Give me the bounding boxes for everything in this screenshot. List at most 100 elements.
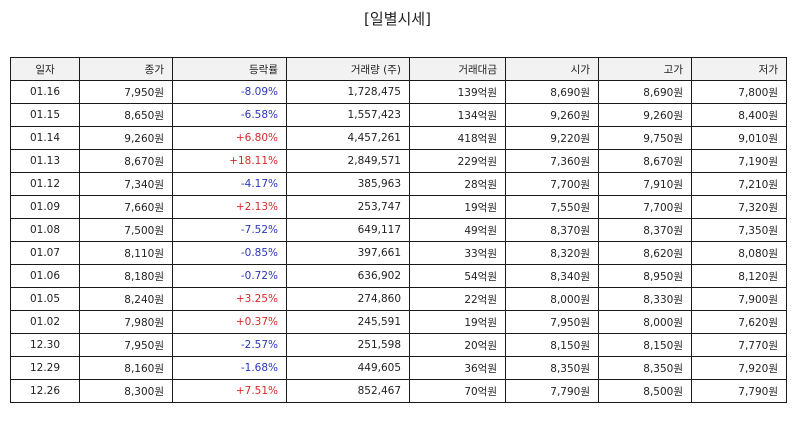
cell-close: 8,650원	[79, 103, 173, 127]
header-volume: 거래량 (주)	[286, 57, 410, 81]
cell-high: 8,500원	[598, 379, 692, 403]
cell-open: 7,700원	[505, 172, 599, 196]
cell-open: 8,690원	[505, 80, 599, 104]
cell-volume: 449,605	[286, 356, 410, 380]
table-row: 01.02 7,980원 +0.37% 245,591 19억원 7,950원 8,000원…	[10, 310, 787, 334]
cell-volume: 385,963	[286, 172, 410, 196]
header-change: 등락률	[172, 57, 287, 81]
cell-low: 7,620원	[691, 310, 787, 334]
cell-low: 7,790원	[691, 379, 787, 403]
cell-amount: 70억원	[409, 379, 506, 403]
cell-change: +3.25%	[172, 287, 287, 311]
cell-high: 8,330원	[598, 287, 692, 311]
cell-close: 7,340원	[79, 172, 173, 196]
cell-amount: 28억원	[409, 172, 506, 196]
cell-change: -6.58%	[172, 103, 287, 127]
table-row: 01.15 8,650원 -6.58% 1,557,423 134억원 9,260원 9,2…	[10, 103, 787, 127]
cell-amount: 36억원	[409, 356, 506, 380]
table-row: 01.14 9,260원 +6.80% 4,457,261 418억원 9,220원 9,7…	[10, 126, 787, 150]
cell-volume: 397,661	[286, 241, 410, 265]
table-row: 01.16 7,950원 -8.09% 1,728,475 139억원 8,690원 8,6…	[10, 80, 787, 104]
cell-change: +6.80%	[172, 126, 287, 150]
table-row: 01.09 7,660원 +2.13% 253,747 19억원 7,550원 7,700원…	[10, 195, 787, 219]
cell-low: 7,900원	[691, 287, 787, 311]
table-row: 01.12 7,340원 -4.17% 385,963 28억원 7,700원 7,910원…	[10, 172, 787, 196]
cell-high: 8,670원	[598, 149, 692, 173]
cell-date: 01.13	[10, 149, 80, 173]
cell-close: 7,950원	[79, 80, 173, 104]
table-row: 12.30 7,950원 -2.57% 251,598 20억원 8,150원 8,150원…	[10, 333, 787, 357]
cell-low: 8,400원	[691, 103, 787, 127]
cell-open: 7,950원	[505, 310, 599, 334]
cell-low: 8,080원	[691, 241, 787, 265]
cell-low: 7,190원	[691, 149, 787, 173]
cell-close: 8,300원	[79, 379, 173, 403]
cell-high: 8,620원	[598, 241, 692, 265]
cell-date: 01.02	[10, 310, 80, 334]
cell-amount: 22억원	[409, 287, 506, 311]
table-row: 12.26 8,300원 +7.51% 852,467 70억원 7,790원 8,500원…	[10, 379, 787, 403]
cell-change: -1.68%	[172, 356, 287, 380]
cell-volume: 4,457,261	[286, 126, 410, 150]
cell-close: 7,500원	[79, 218, 173, 242]
page-title: [일별시세]	[364, 10, 431, 28]
table-row: 12.29 8,160원 -1.68% 449,605 36억원 8,350원 8,350원…	[10, 356, 787, 380]
cell-open: 8,370원	[505, 218, 599, 242]
cell-close: 8,670원	[79, 149, 173, 173]
cell-high: 9,750원	[598, 126, 692, 150]
table-row: 01.08 7,500원 -7.52% 649,117 49억원 8,370원 8,370원…	[10, 218, 787, 242]
cell-high: 8,690원	[598, 80, 692, 104]
cell-close: 7,950원	[79, 333, 173, 357]
cell-change: -7.52%	[172, 218, 287, 242]
cell-volume: 649,117	[286, 218, 410, 242]
cell-volume: 245,591	[286, 310, 410, 334]
cell-open: 9,260원	[505, 103, 599, 127]
cell-change: -2.57%	[172, 333, 287, 357]
header-date: 일자	[10, 57, 80, 81]
cell-change: +18.11%	[172, 149, 287, 173]
cell-amount: 229억원	[409, 149, 506, 173]
cell-open: 8,320원	[505, 241, 599, 265]
cell-amount: 418억원	[409, 126, 506, 150]
table-row: 01.06 8,180원 -0.72% 636,902 54억원 8,340원 8,950원…	[10, 264, 787, 288]
cell-date: 01.14	[10, 126, 80, 150]
cell-volume: 2,849,571	[286, 149, 410, 173]
cell-change: -8.09%	[172, 80, 287, 104]
cell-date: 01.08	[10, 218, 80, 242]
table-row: 01.07 8,110원 -0.85% 397,661 33억원 8,320원 8,620원…	[10, 241, 787, 265]
cell-amount: 49억원	[409, 218, 506, 242]
cell-close: 8,240원	[79, 287, 173, 311]
cell-open: 8,350원	[505, 356, 599, 380]
cell-amount: 33억원	[409, 241, 506, 265]
cell-volume: 1,728,475	[286, 80, 410, 104]
cell-open: 8,150원	[505, 333, 599, 357]
header-amount: 거래대금	[409, 57, 506, 81]
cell-close: 8,160원	[79, 356, 173, 380]
cell-low: 7,320원	[691, 195, 787, 219]
cell-high: 9,260원	[598, 103, 692, 127]
cell-volume: 274,860	[286, 287, 410, 311]
table-row: 01.13 8,670원 +18.11% 2,849,571 229억원 7,360원 8,…	[10, 149, 787, 173]
cell-high: 8,370원	[598, 218, 692, 242]
cell-volume: 251,598	[286, 333, 410, 357]
table-body: 01.16 7,950원 -8.09% 1,728,475 139억원 8,690원 8,6…	[10, 80, 787, 403]
cell-volume: 253,747	[286, 195, 410, 219]
cell-open: 9,220원	[505, 126, 599, 150]
cell-close: 7,660원	[79, 195, 173, 219]
cell-low: 7,920원	[691, 356, 787, 380]
cell-volume: 636,902	[286, 264, 410, 288]
cell-low: 7,350원	[691, 218, 787, 242]
cell-open: 7,550원	[505, 195, 599, 219]
cell-change: +0.37%	[172, 310, 287, 334]
cell-date: 01.07	[10, 241, 80, 265]
cell-open: 8,000원	[505, 287, 599, 311]
cell-amount: 19억원	[409, 195, 506, 219]
cell-volume: 852,467	[286, 379, 410, 403]
cell-amount: 139억원	[409, 80, 506, 104]
cell-date: 01.12	[10, 172, 80, 196]
cell-volume: 1,557,423	[286, 103, 410, 127]
cell-close: 9,260원	[79, 126, 173, 150]
cell-change: -4.17%	[172, 172, 287, 196]
cell-date: 01.16	[10, 80, 80, 104]
cell-high: 8,350원	[598, 356, 692, 380]
